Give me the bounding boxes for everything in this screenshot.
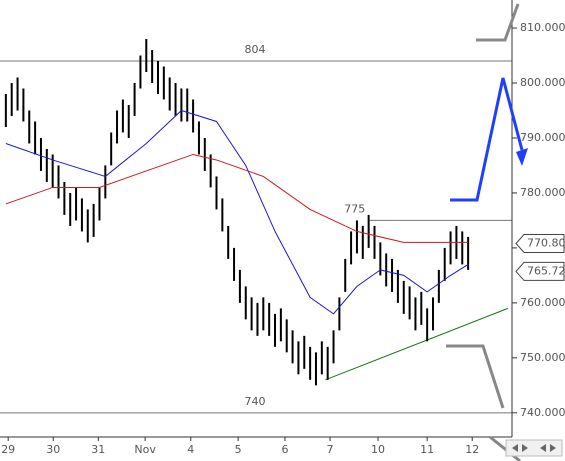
level-label: 740 xyxy=(245,395,266,408)
x-tick-label: 10 xyxy=(371,443,385,456)
projection-arrow xyxy=(446,344,505,409)
projection-arrow xyxy=(489,435,521,461)
x-tick-label: 29 xyxy=(1,443,15,456)
moving-average xyxy=(5,109,469,315)
level-label: 775 xyxy=(344,202,365,215)
x-tick-label: 6 xyxy=(281,443,288,456)
y-tick-label: 740.000 xyxy=(520,406,565,419)
scroll-arrows[interactable] xyxy=(512,444,556,452)
scroll-icons[interactable] xyxy=(505,439,563,457)
forecast-arrow xyxy=(450,77,524,202)
x-tick-label: 12 xyxy=(465,443,479,456)
price-tag-label: 770.80 xyxy=(527,237,565,250)
moving-average xyxy=(5,153,469,243)
trendline xyxy=(325,307,509,381)
price-tag xyxy=(515,234,565,254)
x-tick-label: 7 xyxy=(327,443,334,456)
x-tick-label: 5 xyxy=(235,443,242,456)
plot-layer: 804 775 740 xyxy=(0,39,512,414)
x-tick-label: Nov xyxy=(134,443,156,456)
y-tick-label: 790.000 xyxy=(520,131,565,144)
price-tag xyxy=(515,261,565,281)
x-tick-label: 4 xyxy=(187,443,194,456)
x-tick-label: 30 xyxy=(46,443,60,456)
y-tick-label: 810.000 xyxy=(520,21,565,34)
x-tick-label: 11 xyxy=(420,443,434,456)
x-tick-label: 31 xyxy=(91,443,105,456)
scroll-box[interactable] xyxy=(505,439,563,457)
y-tick-label: 760.000 xyxy=(520,296,565,309)
y-tick-label: 780.000 xyxy=(520,186,565,199)
y-tick-label: 750.000 xyxy=(520,351,565,364)
price-tag-label: 765.72 xyxy=(527,264,565,277)
y-tick-label: 800.000 xyxy=(520,76,565,89)
level-label: 804 xyxy=(245,43,266,56)
projection-arrow xyxy=(476,3,520,42)
forecast-arrowhead xyxy=(516,148,528,166)
